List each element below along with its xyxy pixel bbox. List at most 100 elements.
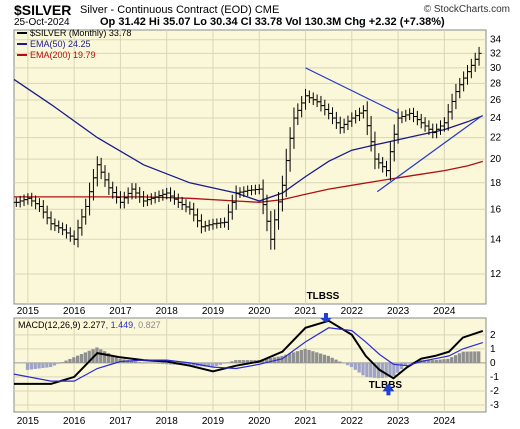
annotation-arrow-shaft <box>386 390 391 396</box>
macd-histogram-bar <box>52 362 57 366</box>
macd-panel <box>13 317 487 413</box>
macd-histogram-bar <box>33 362 37 369</box>
macd-histogram-bar <box>268 357 273 363</box>
macd-histogram-bar <box>407 362 411 364</box>
price-y-tick-label: 26 <box>490 95 502 106</box>
macd-histogram-bar <box>56 362 61 364</box>
macd-histogram-bar <box>114 356 118 363</box>
macd-histogram-bar <box>330 357 334 363</box>
macd-histogram-bar <box>153 362 157 364</box>
macd-histogram-bar <box>376 362 381 379</box>
contract-description: Silver - Continuous Contract (EOD) CME <box>80 4 279 16</box>
macd-histogram-bar <box>299 350 303 363</box>
macd-histogram-bar <box>222 362 226 364</box>
macd-histogram-bar <box>315 352 319 363</box>
macd-histogram-bar <box>423 360 427 363</box>
trendline-2 <box>376 115 482 193</box>
macd-histogram-bar <box>453 355 458 363</box>
macd-histogram-bar <box>442 359 446 363</box>
macd-histogram-bar <box>349 362 354 368</box>
macd-x-tick-label: 2015 <box>17 416 40 427</box>
price-x-tick-label: 2022 <box>341 306 364 317</box>
macd-histogram-bar <box>64 360 68 363</box>
macd-histogram-bar <box>438 359 442 363</box>
trendline-1 <box>305 67 399 114</box>
macd-histogram-bar <box>103 351 107 363</box>
macd-histogram-bar <box>469 351 473 363</box>
macd-x-tick-label: 2021 <box>294 416 317 427</box>
price-x-tick-label: 2023 <box>387 306 410 317</box>
macd-histogram-bar <box>284 354 288 363</box>
macd-title-part: , 1.449 <box>106 320 134 330</box>
macd-x-tick-label: 2019 <box>202 416 225 427</box>
macd-histogram-bar <box>365 362 369 378</box>
macd-histogram-bar <box>264 358 269 363</box>
macd-histogram-bar <box>446 358 450 363</box>
macd-histogram-bar <box>110 354 115 363</box>
credit-link[interactable]: © StockCharts.com <box>423 4 510 15</box>
macd-histogram-bar <box>130 360 134 363</box>
macd-line-signal <box>13 327 483 382</box>
macd-histogram-bar <box>465 351 469 363</box>
macd-histogram-bar <box>295 351 300 363</box>
macd-histogram-bar <box>218 362 222 365</box>
price-x-tick-label: 2015 <box>17 306 40 317</box>
macd-x-tick-label: 2022 <box>341 416 364 427</box>
macd-histogram-bar <box>245 360 249 363</box>
macd-histogram-bar <box>334 359 338 363</box>
price-y-tick-label: 22 <box>490 133 502 144</box>
price-y-tick-label: 24 <box>490 113 502 124</box>
macd-histogram-bar <box>361 362 365 376</box>
macd-y-tick-label: 1 <box>490 344 496 355</box>
macd-histogram-bar <box>156 362 161 364</box>
macd-histogram-bar <box>106 353 111 363</box>
macd-histogram-bar <box>461 351 465 363</box>
macd-histogram-bar <box>118 358 122 363</box>
macd-histogram-bar <box>403 362 408 366</box>
macd-histogram-bar <box>291 352 296 363</box>
macd-histogram-bar <box>230 361 234 363</box>
macd-histogram-bar <box>29 362 34 370</box>
macd-histogram-bar <box>237 360 242 363</box>
macd-histogram-bar <box>145 362 149 364</box>
macd-histogram-bar <box>191 362 195 366</box>
macd-histogram-bar <box>210 362 215 368</box>
price-y-tick-label: 18 <box>490 178 502 189</box>
macd-histogram-bar <box>241 360 246 363</box>
macd-histogram-bar <box>99 349 103 363</box>
description-text: Silver - Continuous Contract (EOD) <box>80 4 252 16</box>
macd-histogram-bar <box>307 350 311 363</box>
macd-x-tick-label: 2023 <box>387 416 410 427</box>
price-y-tick-label: 30 <box>490 63 502 74</box>
macd-histogram-bar <box>60 362 64 363</box>
annotation-label: TLBBS <box>369 380 403 391</box>
price-x-tick-label: 2016 <box>63 306 86 317</box>
macd-histogram-bar <box>457 353 462 363</box>
macd-histogram-bar <box>226 362 230 363</box>
macd-y-tick-label: -3 <box>490 400 499 411</box>
price-bars <box>13 46 482 250</box>
macd-y-tick-label: 0 <box>490 358 496 369</box>
macd-histogram-bar <box>392 362 396 377</box>
annotation-label: TLBSS <box>307 291 340 302</box>
macd-title-part: , 0.827 <box>133 320 161 330</box>
macd-y-tick-label: 2 <box>490 330 496 341</box>
macd-histogram-bar <box>372 362 377 378</box>
macd-histogram-bar <box>430 360 435 363</box>
annotation-arrow-head <box>319 318 332 323</box>
price-x-tick-label: 2017 <box>109 306 132 317</box>
macd-histogram-bar <box>49 362 53 368</box>
price-legend-item: EMA(200) 19.79 <box>17 50 96 60</box>
legend-label: EMA(50) 24.25 <box>30 39 91 49</box>
price-bar <box>476 46 482 66</box>
macd-histogram-bar <box>79 354 84 363</box>
macd-histogram-bar <box>249 360 253 363</box>
price-x-tick-label: 2019 <box>202 306 225 317</box>
macd-histogram-bar <box>83 352 88 363</box>
quote-summary: Op 31.42 Hi 35.07 Lo 30.34 Cl 33.78 Vol … <box>100 16 445 28</box>
macd-y-tick-label: -2 <box>490 386 499 397</box>
macd-histogram-bar <box>384 362 388 378</box>
macd-histogram-bar <box>133 361 138 363</box>
macd-histogram-bar <box>164 362 169 365</box>
